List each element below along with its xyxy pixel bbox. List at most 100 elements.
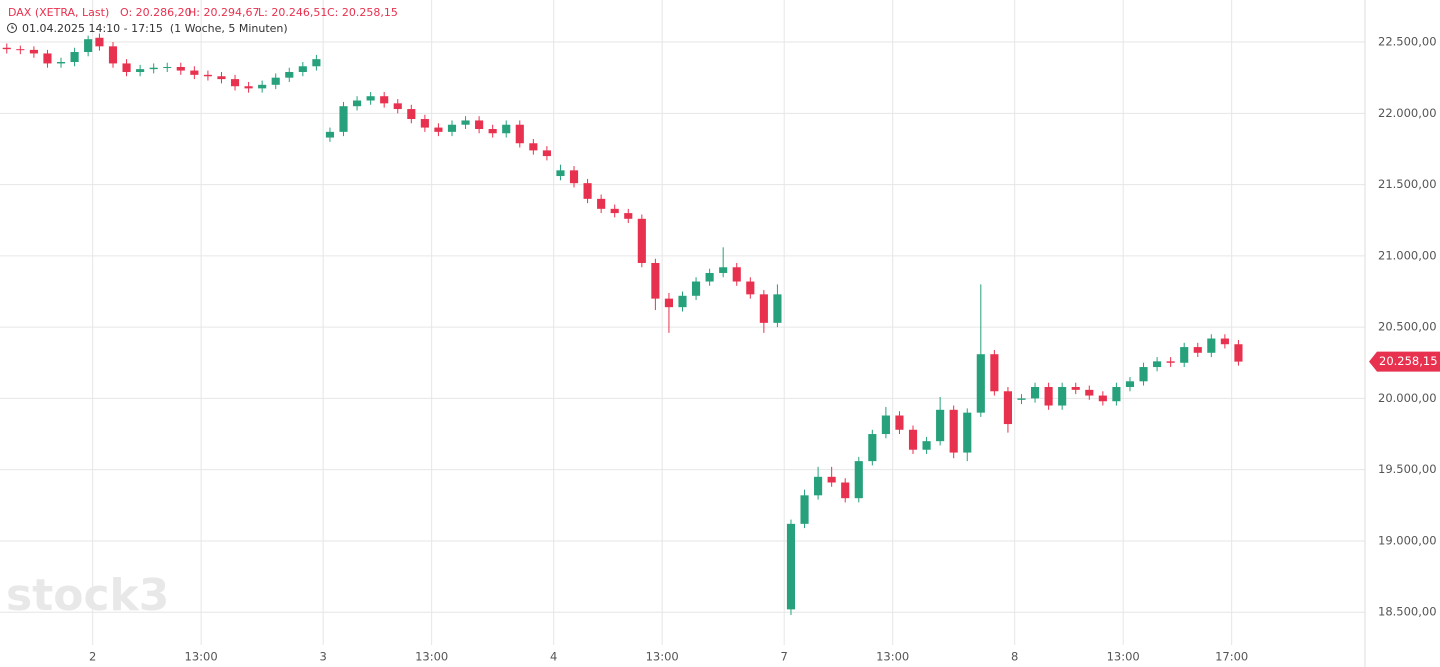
candle-body [407, 109, 416, 120]
candle-body [43, 53, 52, 64]
candle-body [922, 441, 931, 450]
candle-body [217, 76, 226, 80]
candle-body [800, 495, 809, 524]
price-tag [1369, 351, 1440, 372]
x-tick-label: 13:00 [1107, 650, 1140, 664]
candle-body [1139, 367, 1148, 382]
y-tick-label: 22.500,00 [1378, 35, 1437, 49]
header: DAX (XETRA, Last) O: 20.286,20 H: 20.294… [7, 6, 398, 35]
x-tick-label: 13:00 [185, 650, 218, 664]
watermark: stock3 [6, 570, 169, 621]
candle-body [759, 294, 768, 323]
x-tick-label: 4 [550, 650, 557, 664]
candle-body [597, 198, 606, 209]
candle-body [990, 354, 999, 392]
y-tick-label: 20.000,00 [1378, 391, 1437, 405]
candle-body [542, 150, 551, 157]
x-tick-label: 13:00 [415, 650, 448, 664]
candle-body [746, 281, 755, 295]
candle-body [949, 409, 958, 453]
candle-body [176, 66, 185, 71]
candle-body [1180, 347, 1189, 363]
candle-body [881, 415, 890, 435]
candle-body [366, 96, 375, 101]
candle-body [705, 272, 714, 282]
y-tick-label: 22.000,00 [1378, 106, 1437, 120]
candle-body [1017, 398, 1026, 400]
candle-body [122, 63, 131, 72]
y-tick-label: 21.000,00 [1378, 248, 1437, 262]
candle-body [678, 295, 687, 308]
candle-body [393, 103, 402, 110]
candle-body [719, 267, 728, 273]
y-tick-label: 18.500,00 [1378, 605, 1437, 619]
candle-body [56, 62, 66, 64]
candle-body [936, 409, 945, 442]
candle-body [1085, 389, 1094, 396]
candle-body [502, 124, 511, 134]
candle-body [1112, 387, 1121, 402]
subtitle: 01.04.2025 14:10 - 17:15 (1 Woche, 5 Min… [22, 22, 288, 35]
candle-body [70, 52, 79, 63]
candle-body [1098, 395, 1107, 402]
y-tick-label: 21.500,00 [1378, 177, 1437, 191]
candle-body [203, 74, 212, 77]
candle-body [298, 66, 307, 72]
candle-body [163, 66, 172, 68]
legend-title: DAX (XETRA, Last) [8, 6, 109, 19]
x-tick-label: 3 [320, 650, 327, 664]
candle-body [1234, 344, 1243, 362]
candle-body [434, 127, 443, 132]
x-tick-label: 7 [781, 650, 788, 664]
ohlc-label: C: 20.258,15 [327, 6, 398, 19]
candle-body [624, 213, 633, 219]
candle-body [1207, 338, 1216, 353]
candle-body [854, 461, 863, 499]
candle-body [786, 523, 796, 610]
candle-body [447, 124, 457, 132]
candle-body [488, 129, 497, 134]
ohlc-label: O: 20.286,20 [120, 6, 192, 19]
candle-body [149, 67, 158, 70]
candle-body [16, 49, 25, 51]
candles [2, 33, 1243, 616]
candle-body [136, 69, 145, 72]
candle-body [773, 294, 782, 323]
candle-body [1030, 387, 1040, 399]
candle-body [908, 429, 918, 450]
candle-body [963, 412, 972, 453]
candle-body [732, 267, 741, 282]
candle-body [380, 96, 389, 104]
candle-body [325, 131, 335, 138]
candle-body [29, 49, 38, 54]
candle-body [108, 46, 118, 64]
candle-body [895, 415, 904, 430]
candle-body [353, 100, 362, 107]
y-tick-label: 19.500,00 [1378, 462, 1437, 476]
candle-body [271, 77, 280, 85]
clock-icon [7, 23, 17, 33]
candle-body [841, 482, 850, 499]
candle-body [1071, 387, 1080, 390]
y-tick-label: 20.500,00 [1378, 320, 1437, 334]
candle-body [651, 262, 660, 299]
candle-body [95, 37, 104, 47]
y-tick-label: 19.000,00 [1378, 533, 1437, 547]
candle-body [230, 79, 240, 87]
x-tick-label: 2 [89, 650, 96, 664]
candle-body [339, 106, 348, 132]
candle-body [258, 84, 267, 89]
candle-body [84, 39, 93, 53]
candle-body [569, 170, 579, 184]
candle-body [529, 143, 538, 151]
candle-body [420, 119, 429, 128]
candle-body [1166, 361, 1175, 363]
clock-icon [11, 25, 14, 29]
candle-body [868, 434, 877, 462]
x-tick-label: 13:00 [646, 650, 679, 664]
x-tick-label: 13:00 [876, 650, 909, 664]
grid [0, 0, 1365, 645]
candle-body [556, 170, 565, 177]
candle-body [1044, 387, 1053, 406]
